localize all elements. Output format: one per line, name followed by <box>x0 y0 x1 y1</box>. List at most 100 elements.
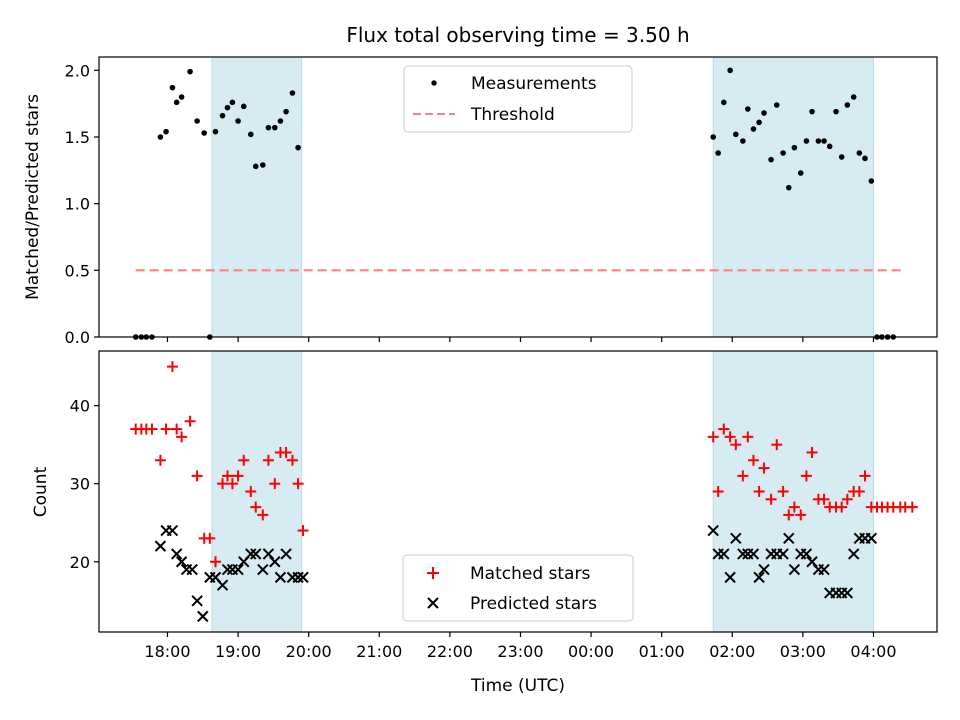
predicted-star-point <box>800 548 813 560</box>
measurement-point <box>868 178 875 184</box>
measurement-point <box>229 99 236 106</box>
predicted-star-point <box>730 532 742 545</box>
matched-star-point <box>146 423 158 435</box>
matched-star-point <box>718 423 730 435</box>
measurement-point <box>833 108 839 115</box>
predicted-star-point <box>783 532 795 545</box>
measurement-point <box>178 94 185 100</box>
top-y-tick-label: 1.0 <box>65 195 90 214</box>
measurement-point <box>838 154 845 160</box>
measurement-point <box>240 103 247 110</box>
matched-star-point <box>859 470 871 482</box>
predicted-star-point <box>292 571 304 584</box>
top-y-tick-label: 2.0 <box>65 61 90 80</box>
measurement-point <box>826 143 833 150</box>
measurement-point <box>821 138 827 144</box>
matched-star-point <box>758 462 770 474</box>
top-y-tick-label: 0.5 <box>65 261 90 280</box>
bottom-y-tick-label: 30 <box>70 475 90 494</box>
measurement-point <box>856 150 863 156</box>
matched-star-point <box>297 525 309 537</box>
x-tick-label: 18:00 <box>144 642 190 661</box>
matched-star-point <box>730 439 742 451</box>
matched-star-point <box>245 486 257 497</box>
predicted-star-point <box>753 571 765 584</box>
measurement-point <box>780 150 786 156</box>
predicted-star-point <box>274 571 287 584</box>
bottom-legend-box <box>402 554 634 622</box>
matched-star-point <box>765 493 777 505</box>
measurement-point <box>289 90 296 96</box>
matched-star-point <box>742 431 754 443</box>
predicted-star-point <box>737 548 749 560</box>
x-tick-label: 23:00 <box>497 642 543 661</box>
matched-star-point <box>906 501 918 513</box>
top-shaded-interval <box>712 56 874 338</box>
matched-star-point <box>250 501 262 513</box>
matched-star-point <box>280 446 292 458</box>
predicted-star-point <box>865 532 878 545</box>
top-y-axis-label: Matched/Predicted stars <box>23 94 43 300</box>
top-panel: 0.00.51.01.52.0 Matched/Predicted stars … <box>23 56 938 347</box>
chart-title: Flux total observing time = 3.50 h <box>346 23 689 47</box>
measurement-point <box>163 128 169 135</box>
legend-measurements-label: Measurements <box>471 74 597 94</box>
legend-predicted-marker <box>427 597 439 609</box>
matched-star-point <box>712 486 724 497</box>
predicted-star-point <box>170 548 183 560</box>
predicted-star-point <box>216 579 229 591</box>
legend-measurements-marker <box>431 80 437 86</box>
predicted-star-point <box>197 610 209 623</box>
matched-star-point <box>836 501 848 513</box>
top-axes-frame <box>98 56 938 338</box>
predicted-star-point <box>269 556 281 568</box>
predicted-star-point <box>154 540 167 552</box>
matched-star-point <box>747 454 759 466</box>
measurement-point <box>732 131 739 138</box>
bottom-y-tick-label: 20 <box>70 553 90 572</box>
matched-star-point <box>771 439 783 451</box>
measurement-point <box>212 128 219 135</box>
matched-star-point <box>777 486 789 497</box>
matched-star-point <box>154 454 166 466</box>
matched-star-point <box>853 486 865 497</box>
matched-star-point <box>160 423 172 435</box>
measurement-point <box>295 144 301 151</box>
measurement-point <box>740 138 746 144</box>
bottom-y-axis-label: Count <box>31 466 51 517</box>
bottom-shaded-interval <box>211 350 303 633</box>
bottom-shaded-intervals <box>211 350 874 633</box>
matched-star-point <box>209 556 221 568</box>
predicted-star-point <box>191 595 203 607</box>
matched-stars-series <box>130 361 918 568</box>
measurement-point <box>277 118 284 124</box>
predicted-star-point <box>847 548 860 560</box>
measurement-point <box>252 163 259 170</box>
measurement-point <box>720 99 727 106</box>
top-x-ticks <box>166 337 875 342</box>
bottom-shaded-interval <box>712 350 874 633</box>
top-y-tick-label: 1.5 <box>65 128 90 147</box>
legend-predicted-label: Predicted stars <box>470 594 597 614</box>
matched-star-point <box>788 501 800 513</box>
measurement-point <box>844 102 851 108</box>
matched-star-point <box>818 493 830 505</box>
x-tick-label: 02:00 <box>709 642 755 661</box>
matched-star-point <box>286 454 298 466</box>
bottom-y-axis: 20 30 40 <box>70 397 99 572</box>
legend-matched-label: Matched stars <box>470 564 590 584</box>
bottom-panel: 20 30 40 18:00 19:00 20:00 21:00 22:00 23:00 00:… <box>31 350 938 696</box>
predicted-star-point <box>818 563 830 576</box>
measurement-point <box>219 112 226 119</box>
measurement-point <box>224 104 231 111</box>
predicted-stars-series <box>154 524 878 623</box>
measurement-point <box>173 99 180 106</box>
matched-star-point <box>753 486 765 497</box>
matched-star-point <box>221 470 233 482</box>
measurement-point <box>157 134 164 140</box>
measurement-point <box>773 102 780 108</box>
predicted-star-point <box>250 548 262 560</box>
x-tick-label: 03:00 <box>780 642 826 661</box>
measurement-point <box>247 131 254 138</box>
